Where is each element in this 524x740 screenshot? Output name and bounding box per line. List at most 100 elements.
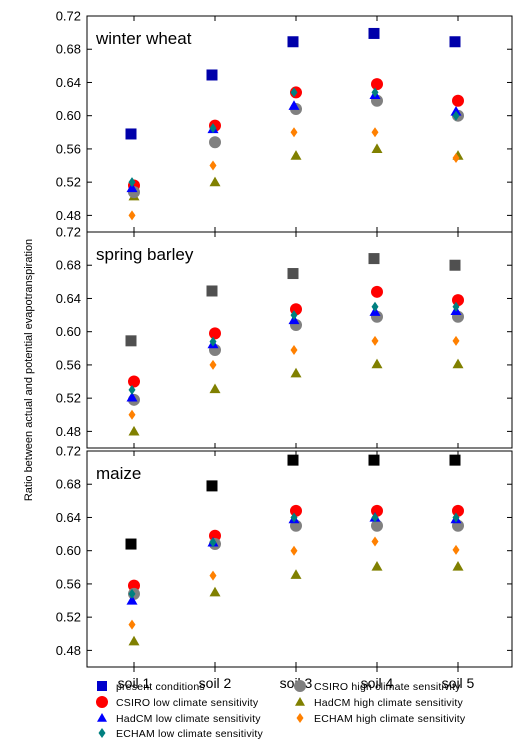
x-tick-label: soil 5 (442, 675, 475, 691)
hadcm_low-point (126, 595, 138, 605)
present-point (449, 454, 461, 466)
present-point (368, 454, 380, 466)
echam_low-point (452, 110, 460, 121)
y-tick-label: 0.68 (56, 477, 81, 492)
echam_high-point (209, 570, 217, 581)
legend-label: CSIRO high climate sensitivity (314, 681, 461, 693)
y-tick-label: 0.72 (56, 225, 81, 240)
legend-echam_low-marker (98, 728, 106, 738)
csiro_low-point (452, 504, 464, 517)
echam_low-point (371, 87, 379, 98)
hadcm_high-point (290, 569, 302, 579)
echam_high-point (128, 409, 136, 420)
hadcm_high-point (209, 383, 221, 394)
chart-legend: present conditions CSIRO high climate sen… (96, 680, 466, 740)
echam_high-point (371, 335, 379, 346)
echam_high-point (452, 544, 460, 555)
present-point (449, 36, 461, 48)
y-tick-label: 0.72 (56, 444, 81, 459)
echam_high-point (371, 536, 379, 547)
legend-label: CSIRO low climate sensitivity (116, 697, 259, 709)
present-point (287, 36, 299, 48)
y-tick-label: 0.60 (56, 108, 81, 123)
y-tick-label: 0.52 (56, 610, 81, 625)
panel-title: spring barley (96, 245, 194, 264)
csiro_high-point (209, 136, 221, 149)
echam_low-point (290, 512, 298, 523)
y-tick-label: 0.48 (56, 208, 81, 223)
hadcm_high-point (371, 143, 383, 154)
panel-title: maize (96, 464, 141, 483)
y-tick-label: 0.48 (56, 643, 81, 658)
y-tick-label: 0.48 (56, 424, 81, 439)
y-tick-label: 0.52 (56, 175, 81, 190)
panel-frame (86, 231, 513, 449)
present-point (368, 253, 380, 265)
hadcm_high-point (209, 176, 221, 187)
hadcm_low-point (126, 391, 138, 402)
echam_low-point (209, 537, 217, 548)
hadcm_high-point (290, 367, 302, 378)
echam_high-point (290, 344, 298, 355)
chart-panels: 0.48 0.52 0.56 0.60 0.64 0.68 0.72 winter wheat… (56, 9, 513, 668)
legend-hadcm_high-marker (295, 697, 305, 706)
csiro_low-point (128, 375, 140, 388)
y-tick-label: 0.56 (56, 141, 81, 156)
hadcm_high-point (128, 425, 140, 436)
csiro_low-point (371, 285, 383, 298)
csiro_low-point (128, 579, 140, 592)
csiro_low-point (209, 327, 221, 340)
echam_high-point (128, 210, 136, 221)
y-tick-label: 0.56 (56, 357, 81, 372)
echam_high-point (371, 127, 379, 138)
y-tick-label: 0.64 (56, 75, 81, 90)
hadcm_high-point (290, 150, 302, 160)
echam_low-point (209, 123, 217, 134)
present-point (125, 128, 137, 140)
y-tick-label: 0.60 (56, 324, 81, 339)
echam_high-point (290, 545, 298, 556)
legend-csiro_high-marker (294, 680, 306, 692)
y-tick-label: 0.64 (56, 291, 81, 306)
hadcm_high-point (452, 358, 464, 369)
x-tick-label: soil 1 (118, 675, 151, 691)
panel-title: winter wheat (95, 29, 192, 48)
legend-label: HadCM high climate sensitivity (314, 697, 464, 709)
echam_high-point (452, 335, 460, 346)
y-axis-label: Ratio between actual and potential evapo… (23, 239, 35, 501)
echam_low-point (371, 301, 379, 312)
echam_low-point (128, 177, 136, 188)
legend-present-marker (97, 681, 107, 691)
present-point (449, 259, 461, 271)
hadcm_low-point (288, 100, 300, 110)
legend-echam_high-marker (296, 713, 304, 723)
csiro_low-point (452, 294, 464, 307)
echam_low-point (371, 512, 379, 523)
present-point (287, 268, 299, 280)
echam_low-point (452, 512, 460, 523)
legend-hadcm_low-marker (97, 713, 107, 722)
legend-label: ECHAM low climate sensitivity (116, 728, 264, 740)
echam_low-point (290, 310, 298, 321)
hadcm_high-point (209, 586, 221, 597)
hadcm_low-point (126, 182, 138, 193)
echam_high-point (290, 127, 298, 138)
present-point (125, 538, 137, 550)
panel-frame (86, 15, 513, 233)
hadcm_high-point (371, 358, 383, 369)
present-point (125, 335, 137, 347)
present-point (206, 480, 218, 492)
echam_high-point (128, 619, 136, 630)
y-tick-label: 0.68 (56, 258, 81, 273)
panel-2: 0.48 0.52 0.56 0.60 0.64 0.68 0.72 maize (56, 444, 513, 668)
echam_high-point (452, 153, 460, 164)
present-point (206, 69, 218, 81)
echam_low-point (209, 336, 217, 347)
y-tick-label: 0.60 (56, 543, 81, 558)
x-tick-label: soil 4 (361, 675, 394, 691)
hadcm_high-point (371, 560, 383, 571)
echam_high-point (209, 160, 217, 171)
panel-frame (86, 450, 513, 668)
csiro_low-point (371, 504, 383, 517)
